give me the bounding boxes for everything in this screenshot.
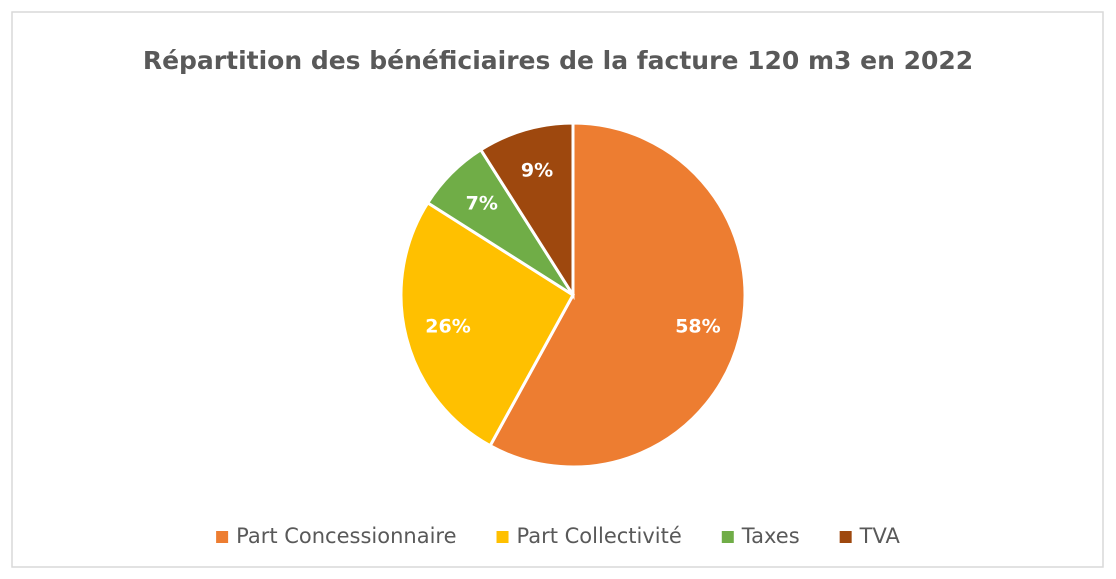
- chart-title: Répartition des bénéficiaires de la fact…: [143, 46, 973, 75]
- legend-swatch: [721, 531, 734, 543]
- pie-slice: [399, 200, 575, 448]
- data-label: 26%: [425, 316, 470, 338]
- legend-label: TVA: [859, 524, 901, 548]
- data-label: 58%: [675, 316, 720, 338]
- legend-swatch: [216, 531, 229, 543]
- pie-slice: [478, 121, 575, 301]
- legend-swatch: [839, 531, 852, 543]
- legend-label: Part Concessionnaire: [236, 524, 456, 548]
- legend-label: Part Collectivité: [517, 524, 682, 548]
- data-label: 7%: [466, 192, 498, 214]
- pie-slice: [488, 121, 747, 469]
- legend-swatch: [496, 531, 509, 543]
- legend-label: Taxes: [741, 524, 800, 548]
- data-label: 9%: [521, 160, 553, 182]
